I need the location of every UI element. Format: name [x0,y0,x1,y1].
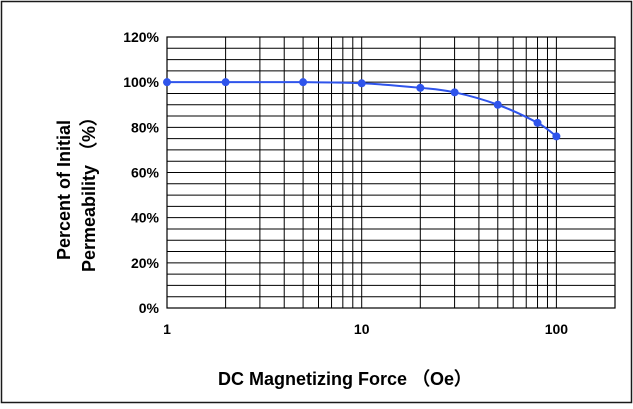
y-tick-label: 60% [131,165,160,181]
data-point [493,100,502,109]
data-point [299,78,308,87]
x-tick-label: 10 [354,321,370,337]
x-tick-label: 100 [545,321,569,337]
data-point [357,79,366,88]
data-point [552,132,561,141]
plot-area [166,36,616,309]
y-tick-label: 100% [123,74,159,90]
y-tick-label: 0% [139,300,160,316]
y-tick-label: 40% [131,210,160,226]
data-point [450,88,459,97]
x-axis-title: DC Magnetizing Force （Oe） [218,369,472,389]
data-point [221,78,230,87]
data-point [163,78,171,87]
y-tick-label: 20% [131,255,160,271]
y-axis-title-line1: Percent of Initial [54,120,74,260]
x-tick-label: 1 [163,321,171,337]
data-point [533,118,542,127]
y-tick-label: 80% [131,119,160,135]
y-tick-label: 120% [123,29,159,45]
x-axis-ticks: 1 10 100 [163,321,568,337]
data-point [416,83,425,92]
series-layer [163,78,561,141]
y-axis-ticks: 0% 20% 40% 60% 80% 100% 120% [123,29,159,316]
y-axis-title-line2: Permeability （%） [79,108,99,272]
